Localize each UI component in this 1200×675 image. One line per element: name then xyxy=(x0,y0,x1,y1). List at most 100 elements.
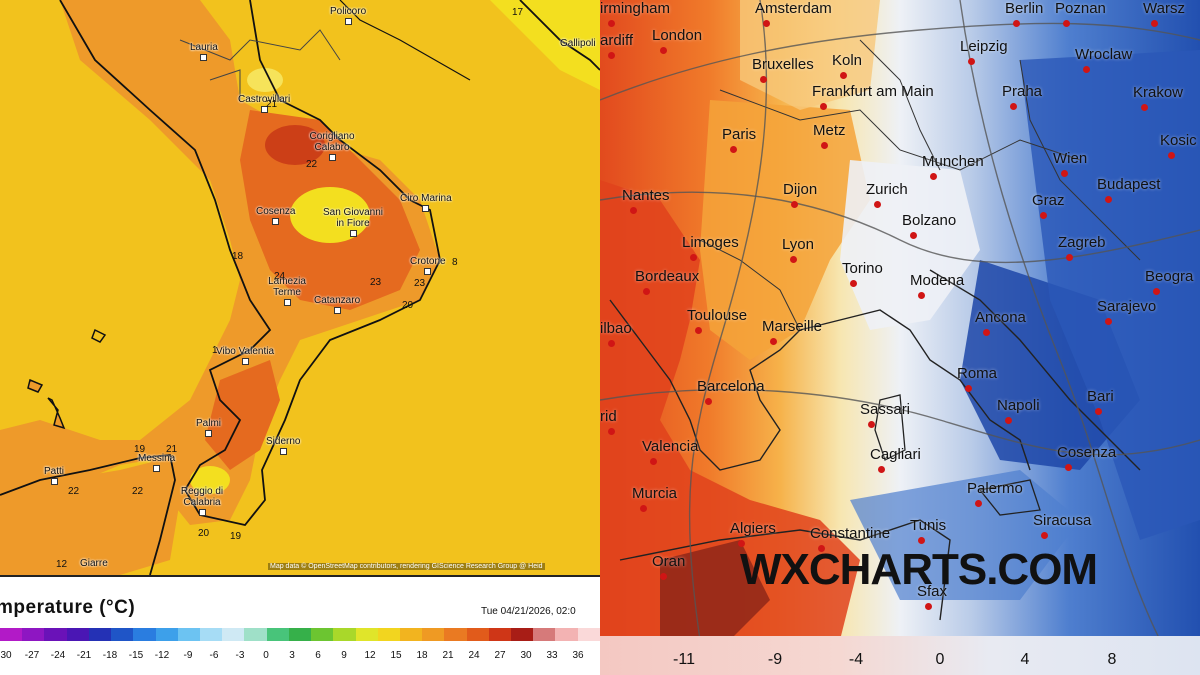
city-marker xyxy=(874,201,881,208)
legend-swatch xyxy=(244,628,267,641)
apulia-coastline xyxy=(519,0,600,71)
cool-spot-sila xyxy=(290,187,370,243)
sicily-warm-zone xyxy=(0,460,180,575)
city-label: Bolzano xyxy=(902,212,957,229)
place-castrovillari: Castrovillari xyxy=(238,94,290,113)
city-marker xyxy=(660,573,667,580)
city-label: Tunis xyxy=(910,517,947,534)
left-map-shapes xyxy=(0,0,600,575)
legend-swatch xyxy=(133,628,156,641)
city-label: Koln xyxy=(832,52,863,69)
city-label: Berlin xyxy=(1005,0,1044,17)
region-border xyxy=(179,29,341,61)
temp-value: 20 xyxy=(198,528,210,539)
contour-1 xyxy=(600,22,1200,101)
legend-tick-label: 6 xyxy=(315,650,321,661)
place-palmi: Palmi xyxy=(196,418,221,437)
legend-swatch xyxy=(0,628,23,641)
legend-tick-label: 27 xyxy=(494,650,506,661)
legend-swatch xyxy=(333,628,356,641)
city-marker xyxy=(763,20,770,27)
city-label: Oran xyxy=(652,553,686,570)
legend-swatch xyxy=(111,628,134,641)
legend-swatch xyxy=(377,628,400,641)
city-label: Budapest xyxy=(1097,176,1161,193)
contour-3 xyxy=(600,388,1200,456)
coast-iberia xyxy=(609,299,801,471)
city-label: Valencia xyxy=(642,438,699,455)
legend-tick-label: 21 xyxy=(442,650,454,661)
cool-spot-aspromonte xyxy=(190,466,230,494)
city-label: Munchen xyxy=(922,153,984,170)
legend-swatch xyxy=(422,628,445,641)
temp-value: 18 xyxy=(232,251,244,262)
region-border-2 xyxy=(209,69,241,100)
legend-swatch xyxy=(488,628,512,641)
city-label: London xyxy=(652,27,703,44)
legend-tick-label: 30 xyxy=(520,650,532,661)
city-label: Zurich xyxy=(866,181,908,198)
city-marker xyxy=(1168,152,1175,159)
city-label: Kosic xyxy=(1160,132,1197,149)
temp-value: 17 xyxy=(512,7,524,18)
place-lamezia: Lamezia Terme xyxy=(262,276,312,306)
city-marker xyxy=(1066,254,1073,261)
border-line-3 xyxy=(1019,59,1141,261)
city-marker xyxy=(910,232,917,239)
city-marker xyxy=(640,505,647,512)
city-label: ilbao xyxy=(600,320,632,337)
place-policoro: Policoro xyxy=(330,6,366,25)
temp-value: 22 xyxy=(132,486,144,497)
legend-swatch xyxy=(288,628,312,641)
right-europe-map[interactable]: irmingham Amsterdam Berlin Poznan Warsz ardif… xyxy=(600,0,1200,675)
right-tick-label: -11 xyxy=(673,651,695,668)
city-label: Paris xyxy=(722,126,757,143)
hottest-north-africa xyxy=(660,540,770,640)
city-label: Roma xyxy=(957,365,998,382)
legend-swatch xyxy=(44,628,67,641)
city-label: Torino xyxy=(842,260,883,277)
border-line-4 xyxy=(699,239,801,331)
legend-swatch xyxy=(355,628,378,641)
temp-value: 21 xyxy=(166,444,178,455)
island-a xyxy=(91,328,107,343)
city-marker xyxy=(1083,66,1090,73)
place-ciro-marina: Ciro Marina xyxy=(400,193,452,212)
city-marker xyxy=(695,327,702,334)
city-label: Algiers xyxy=(730,520,776,537)
city-marker xyxy=(790,256,797,263)
sicily-coastline xyxy=(0,454,176,575)
city-label: Palermo xyxy=(967,480,1023,497)
place-san-giovanni: San Giovanni in Fiore xyxy=(318,207,388,237)
legend-swatch xyxy=(555,628,578,641)
city-marker xyxy=(818,545,825,552)
coastline xyxy=(59,0,441,527)
city-marker xyxy=(738,540,745,547)
cold-sea xyxy=(850,470,1080,600)
city-marker xyxy=(1061,170,1068,177)
island-sicily xyxy=(978,479,1041,516)
city-label: Lyon xyxy=(782,236,814,253)
city-label: Bari xyxy=(1087,388,1114,405)
legend-tick-label: -24 xyxy=(50,650,66,661)
city-label: Murcia xyxy=(632,485,678,502)
place-messina: Messina xyxy=(138,453,175,472)
city-label: Napoli xyxy=(997,397,1040,414)
city-marker xyxy=(840,72,847,79)
border-line-1 xyxy=(719,89,1081,171)
city-label: Zagreb xyxy=(1058,234,1106,251)
left-temperature-map[interactable]: Policoro Lauria Castrovillari Corigliano… xyxy=(0,0,600,675)
city-label: Krakow xyxy=(1133,84,1184,101)
island-c xyxy=(47,397,66,430)
city-label: Dijon xyxy=(783,181,818,198)
city-marker xyxy=(983,329,990,336)
legend-tick-label: 24 xyxy=(468,650,480,661)
temp-value: 23 xyxy=(414,278,426,289)
city-marker xyxy=(791,201,798,208)
city-label: Sarajevo xyxy=(1097,298,1157,315)
legend-tick-label: -6 xyxy=(209,650,219,661)
place-siderno: Siderno xyxy=(266,436,300,455)
legend-tick-label: 0 xyxy=(263,650,269,661)
coast-north-africa xyxy=(619,519,951,621)
city-label: Bordeaux xyxy=(635,268,700,285)
